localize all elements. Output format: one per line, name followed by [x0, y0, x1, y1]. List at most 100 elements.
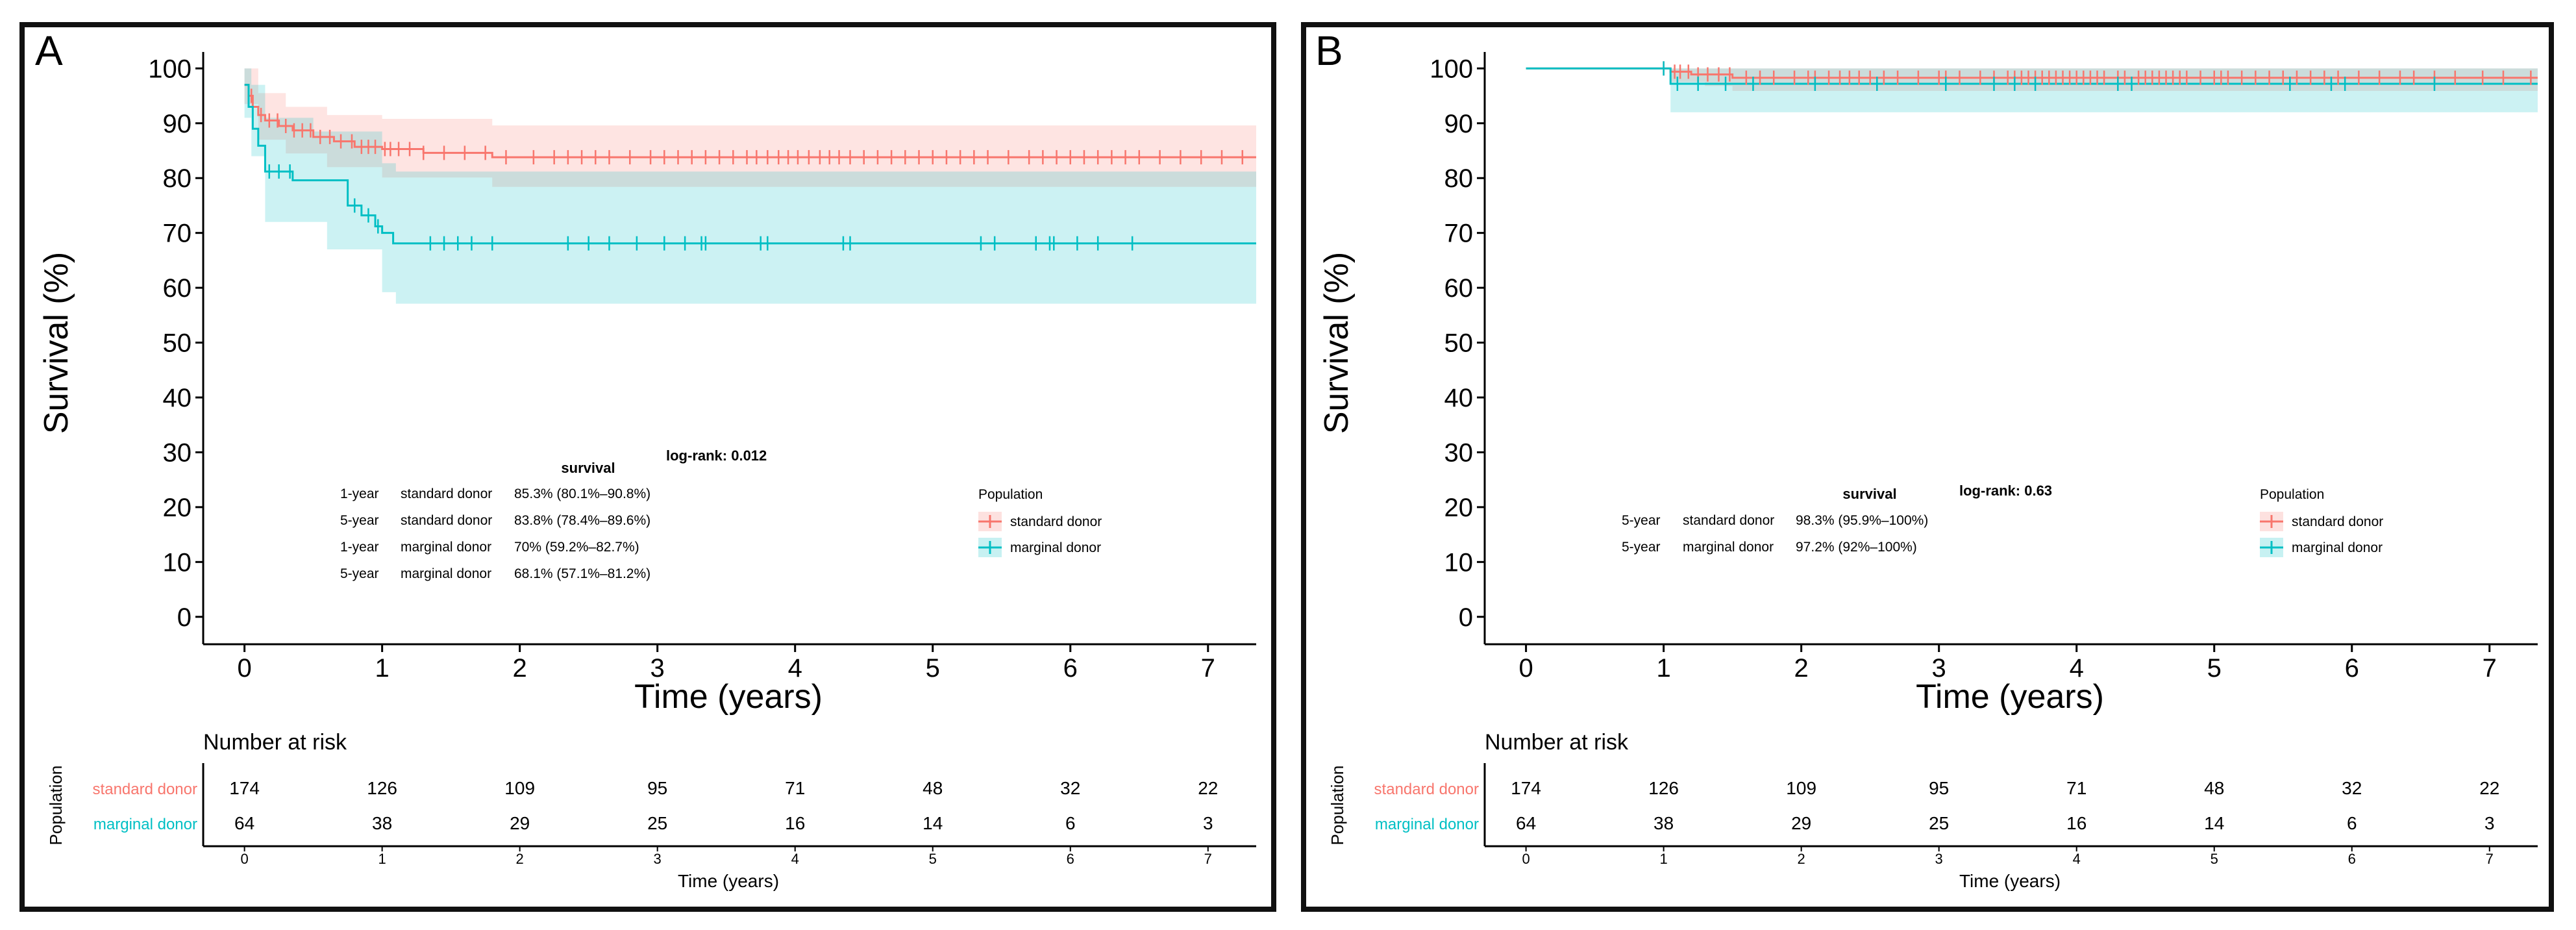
summary-value: 68.1% (57.1%–81.2%) [514, 566, 650, 581]
panel-b-frame [1301, 22, 2554, 912]
y-tick-label: 100 [1430, 55, 1473, 83]
x-tick-label: 2 [1794, 654, 1809, 683]
y-tick-label: 0 [177, 603, 192, 632]
risk-value: 174 [229, 778, 260, 798]
ci-band-standard [1526, 68, 2538, 91]
x-tick-label: 4 [788, 654, 802, 683]
risk-x-tick-label: 7 [1204, 851, 1212, 867]
x-axis-label: Time (years) [1916, 678, 2104, 716]
y-tick-label: 50 [1444, 329, 1474, 358]
risk-value: 29 [1791, 813, 1811, 833]
x-ticks: 0 1 2 3 4 5 6 7 [237, 644, 1215, 683]
censor-marks [1663, 61, 2532, 91]
legend-entry-marginal: marginal donor [1010, 540, 1101, 555]
summary-group: marginal donor [1683, 540, 1774, 555]
summary-value: 97.2% (92%–100%) [1796, 540, 1917, 555]
legend-entry-standard: standard donor [2292, 514, 2383, 529]
risk-value: 3 [1203, 813, 1213, 833]
y-tick-label: 50 [163, 329, 192, 358]
legend-title: Population [2260, 487, 2324, 502]
risk-row-label-marginal: marginal donor [1375, 816, 1479, 833]
risk-value: 16 [785, 813, 805, 833]
y-ticks: 0 10 20 30 40 50 60 70 80 90 100 [148, 55, 203, 632]
risk-value: 71 [2066, 778, 2087, 798]
risk-value: 32 [2342, 778, 2362, 798]
risk-x-tick-label: 3 [1935, 851, 1943, 867]
risk-table: Number at risk Population standard donor… [46, 730, 1256, 891]
risk-x-ticks: 0 1 2 3 4 5 6 7 [240, 846, 1212, 867]
risk-x-tick-label: 0 [240, 851, 248, 867]
x-tick-label: 6 [2345, 654, 2359, 683]
risk-x-tick-label: 6 [2348, 851, 2356, 867]
risk-x-ticks: 0 1 2 3 4 5 6 7 [1522, 846, 2494, 867]
risk-value: 14 [2204, 813, 2224, 833]
risk-x-tick-label: 5 [929, 851, 937, 867]
risk-x-tick-label: 3 [654, 851, 662, 867]
risk-x-tick-label: 4 [2073, 851, 2081, 867]
risk-value: 6 [2347, 813, 2357, 833]
x-axis-label: Time (years) [634, 678, 823, 716]
survival-curve-marginal [244, 84, 1256, 245]
summary-group: standard donor [401, 486, 492, 501]
summary-value: 70% (59.2%–82.7%) [514, 540, 639, 555]
summary-header: survival [1842, 486, 1896, 502]
risk-x-tick-label: 2 [516, 851, 524, 867]
risk-value: 14 [923, 813, 943, 833]
summary-time: 5-year [340, 566, 379, 581]
y-tick-label: 90 [163, 110, 192, 138]
risk-value: 38 [1653, 813, 1674, 833]
x-tick-label: 7 [2483, 654, 2497, 683]
summary-row: 5-year marginal donor 97.2% (92%–100%) [1622, 540, 1917, 555]
risk-value: 16 [2066, 813, 2087, 833]
x-tick-label: 2 [513, 654, 527, 683]
risk-value: 22 [2479, 778, 2499, 798]
y-tick-label: 30 [1444, 438, 1474, 467]
summary-time: 5-year [1622, 513, 1661, 528]
panel-b-label: B [1315, 27, 1343, 74]
risk-x-tick-label: 5 [2211, 851, 2218, 867]
x-tick-label: 1 [1657, 654, 1671, 683]
risk-x-tick-label: 4 [791, 851, 799, 867]
risk-row-label-marginal: marginal donor [93, 816, 197, 833]
x-tick-label: 0 [1518, 654, 1533, 683]
y-tick-label: 40 [1444, 384, 1474, 412]
y-tick-label: 80 [163, 164, 192, 193]
legend: Population standard donor marginal donor [2260, 487, 2383, 557]
x-tick-label: 3 [650, 654, 665, 683]
ci-band-marginal [1526, 68, 2538, 112]
censor-marks [250, 88, 1244, 251]
risk-table-xlabel: Time (years) [1959, 871, 2061, 891]
logrank-text: log-rank: 0.63 [1959, 483, 2052, 499]
summary-time: 5-year [340, 513, 379, 528]
summary-header: survival [561, 460, 615, 476]
summary-value: 83.8% (78.4%–89.6%) [514, 513, 650, 528]
summary-group: standard donor [1683, 513, 1774, 528]
summary-row: 5-year standard donor 98.3% (95.9%–100%) [1622, 513, 1928, 528]
legend-title: Population [978, 487, 1043, 502]
risk-value: 22 [1198, 778, 1218, 798]
risk-value: 48 [923, 778, 943, 798]
risk-table-xlabel: Time (years) [678, 871, 779, 891]
risk-value: 3 [2484, 813, 2495, 833]
x-tick-label: 6 [1063, 654, 1078, 683]
risk-x-tick-label: 1 [1660, 851, 1668, 867]
ci-band-marginal [244, 68, 1256, 304]
y-tick-label: 70 [1444, 220, 1474, 248]
summary-row: 1-year marginal donor 70% (59.2%–82.7%) [340, 540, 639, 555]
summary-time: 1-year [340, 540, 379, 555]
y-tick-label: 90 [1444, 110, 1474, 138]
risk-value: 25 [1929, 813, 1949, 833]
y-tick-label: 30 [163, 438, 192, 467]
summary-value: 98.3% (95.9%–100%) [1796, 513, 1928, 528]
confidence-bands [1526, 68, 2538, 112]
summary-row: 5-year standard donor 83.8% (78.4%–89.6%… [340, 513, 650, 528]
risk-value: 109 [504, 778, 535, 798]
risk-value: 126 [367, 778, 397, 798]
y-tick-label: 60 [163, 274, 192, 303]
risk-value: 109 [1786, 778, 1816, 798]
risk-value: 95 [647, 778, 667, 798]
logrank-text: log-rank: 0.012 [666, 447, 767, 464]
x-tick-label: 7 [1201, 654, 1215, 683]
